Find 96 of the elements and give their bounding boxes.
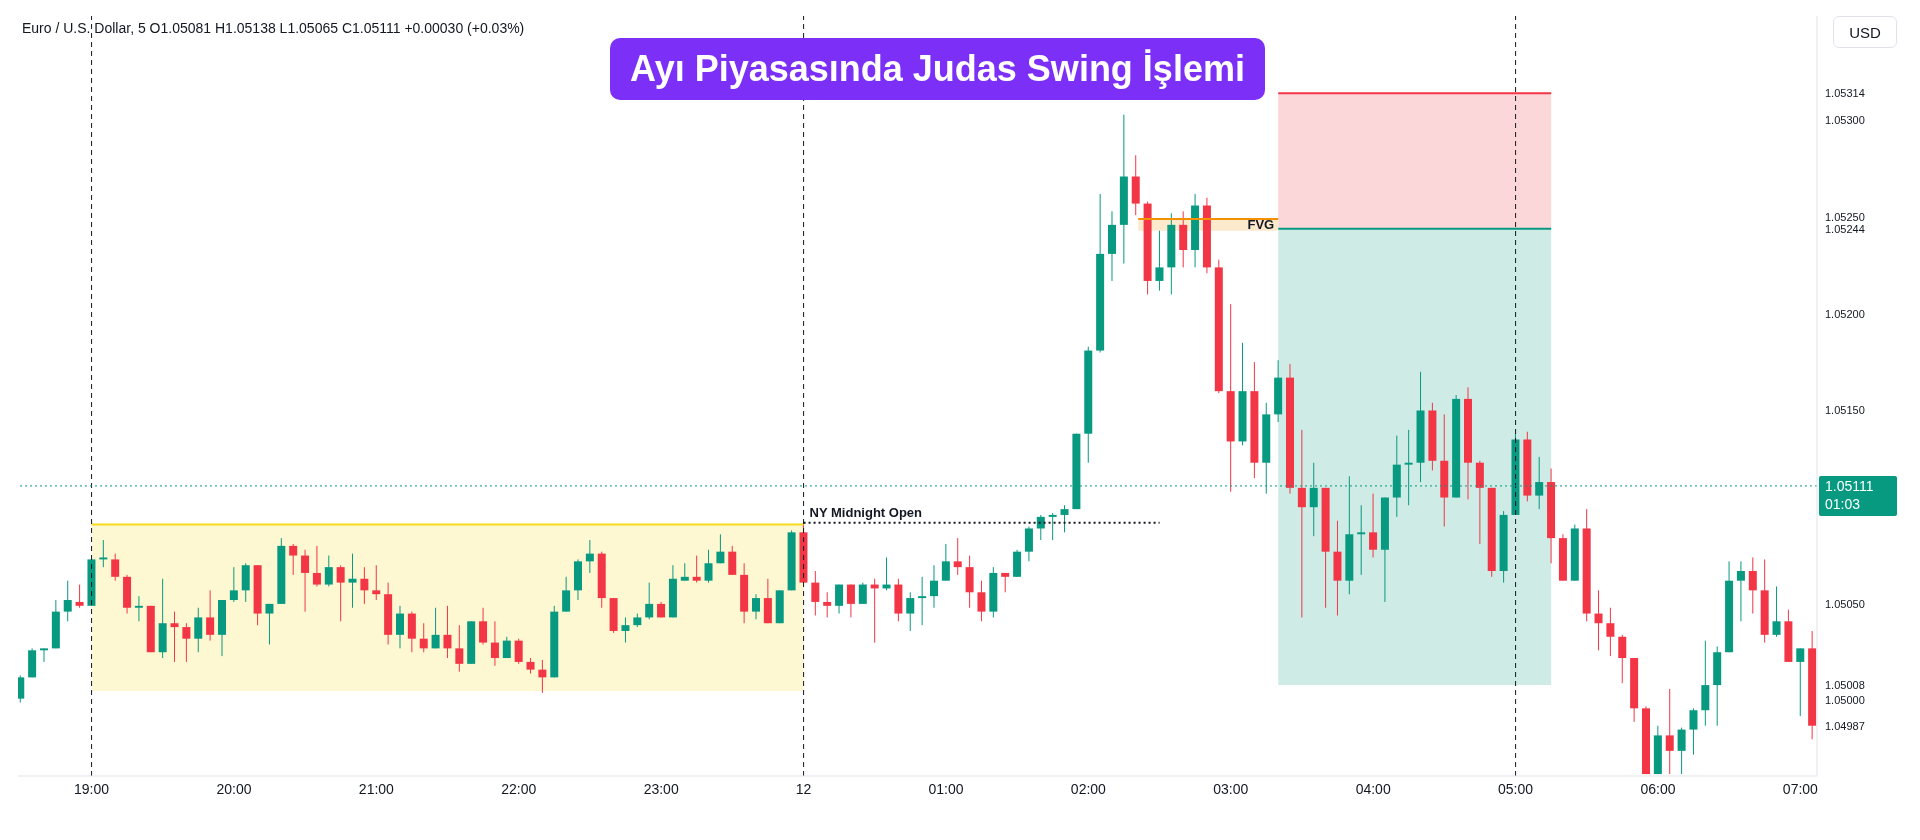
candlestick (692, 555, 701, 584)
candlestick (941, 543, 950, 582)
candlestick (75, 584, 84, 609)
candlestick (1606, 607, 1615, 657)
candlestick (751, 593, 760, 620)
candlestick (1748, 556, 1757, 615)
x-tick-label: 12 (795, 780, 812, 797)
candlestick (716, 533, 725, 564)
candlestick (206, 589, 215, 642)
candlestick (39, 647, 48, 663)
candlestick (1594, 589, 1603, 651)
candlestick (1297, 429, 1306, 618)
candlestick (811, 570, 820, 616)
candlestick (953, 537, 962, 576)
x-tick-label: 20:00 (216, 780, 252, 797)
y-tick-label: 1.05300 (1825, 114, 1865, 127)
candlestick (63, 580, 72, 622)
y-tick-label: 1.05200 (1825, 307, 1865, 320)
candlestick (858, 582, 867, 605)
y-tick-label: 1.05244 (1825, 222, 1865, 235)
candlestick (846, 584, 855, 618)
candlestick (1024, 526, 1033, 562)
candlestick (455, 624, 464, 673)
candlestick (1369, 493, 1378, 558)
y-tick-label: 1.05250 (1825, 211, 1865, 224)
candlestick (348, 553, 357, 609)
candlestick (134, 595, 143, 622)
y-axis-title: USD (1833, 16, 1897, 48)
candlestick (170, 611, 179, 663)
candlestick (312, 545, 321, 587)
candlestick (645, 582, 654, 620)
candlestick (1665, 688, 1674, 775)
x-tick-label: 02:00 (1070, 780, 1107, 797)
ref-line-label: 1.05111 01:03 (1825, 477, 1874, 512)
candlestick (479, 607, 488, 645)
candlestick (728, 545, 737, 576)
candlestick (182, 622, 191, 663)
x-tick-label: 05:00 (1498, 780, 1534, 797)
x-tick-label: 19:00 (74, 780, 110, 797)
candlestick (514, 638, 523, 665)
candlestick (194, 607, 203, 653)
candlestick (111, 553, 120, 582)
candlestick (835, 584, 844, 615)
candlestick (324, 555, 333, 587)
x-tick-label: 22:00 (501, 780, 537, 797)
candlestick (289, 543, 298, 576)
candlestick (1677, 727, 1686, 775)
candlestick (1618, 634, 1627, 684)
y-tick-label: 1.05050 (1825, 597, 1865, 610)
chart-subtitle: Euro / U.S. Dollar, 5 O1.05081 H1.05138 L1.05065 C1.05111 +0.00030 (+0.03%) (22, 20, 525, 36)
series-label: FVG (1247, 216, 1275, 232)
candlestick (704, 549, 713, 584)
x-tick-label: 07:00 (1782, 780, 1819, 797)
candlestick (336, 564, 345, 622)
candlestick (490, 620, 499, 667)
annotation: NY Midnight Open (809, 504, 923, 520)
y-tick-label: 1.05000 (1825, 694, 1865, 707)
candlestick (538, 659, 547, 694)
candlestick (1736, 560, 1745, 622)
x-tick-label: 21:00 (358, 780, 395, 797)
text: Ayı Piyasasında Judas Swing İşlemi (610, 38, 1265, 100)
x-tick-label: 04:00 (1355, 780, 1391, 797)
y-tick-label: 1.05008 (1825, 679, 1865, 692)
y-tick-label: 1.04987 (1825, 719, 1865, 732)
candlestick (621, 616, 630, 644)
candlestick (18, 674, 25, 704)
x-tick-label: 23:00 (643, 780, 679, 797)
candlestick (372, 564, 381, 601)
candlestick (395, 605, 404, 649)
candlestick (562, 576, 571, 613)
candlestick (360, 566, 369, 605)
candlestick (229, 566, 238, 603)
candlestick (977, 580, 986, 622)
y-tick-label: 1.05314 (1825, 87, 1865, 100)
candlestick (431, 607, 440, 649)
candlestick (918, 576, 927, 626)
candlestick (1689, 707, 1698, 756)
candlestick (1357, 504, 1366, 576)
candlestick (1155, 230, 1164, 292)
candlestick (823, 591, 832, 618)
candlestick (443, 605, 452, 659)
candlestick (301, 549, 310, 613)
candlestick (419, 622, 428, 653)
x-tick-label: 06:00 (1640, 780, 1676, 797)
candlestick (1772, 585, 1781, 638)
x-tick-label: 03:00 (1213, 780, 1249, 797)
candlestick (99, 539, 108, 568)
candlestick (906, 591, 915, 632)
candlestick (930, 564, 938, 609)
candlestick (1048, 512, 1057, 541)
candlestick (1796, 647, 1805, 717)
candlestick (585, 539, 594, 574)
y-tick-label: 1.05150 (1825, 404, 1865, 417)
candlestick (265, 603, 274, 645)
x-tick-label: 01:00 (928, 780, 964, 797)
candlestick (1060, 504, 1069, 533)
